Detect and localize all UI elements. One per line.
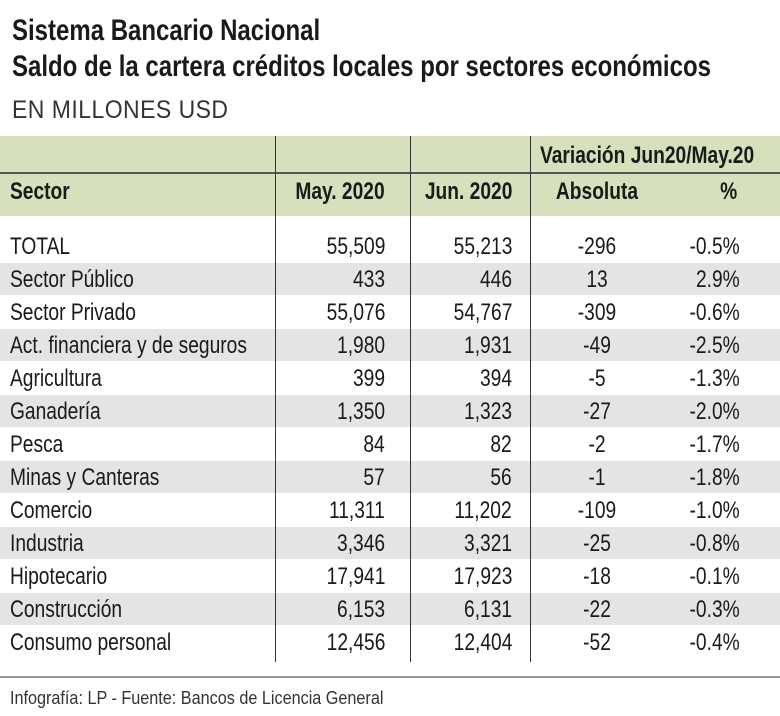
cell-jun-2020: 3,321 <box>463 530 512 557</box>
table-header <box>0 136 780 216</box>
cell-may-2020: 399 <box>352 365 385 392</box>
cell-absoluta: -22 <box>583 596 611 623</box>
cell-may-2020: 12,456 <box>326 629 385 656</box>
cell-sector: Pesca <box>10 431 64 458</box>
cell-jun-2020: 54,767 <box>453 299 512 326</box>
cell-sector: Consumo personal <box>10 629 172 656</box>
cell-sector: Agricultura <box>10 365 102 392</box>
col-header-percent: % <box>720 178 738 205</box>
column-divider <box>530 136 531 662</box>
cell-absoluta: -18 <box>583 563 611 590</box>
col-header-may: May. 2020 <box>295 178 385 205</box>
cell-absoluta: -1 <box>588 464 606 491</box>
cell-jun-2020: 11,202 <box>454 497 512 524</box>
table-row: Consumo personal 12,456 12,404 -52 -0.4% <box>0 626 780 658</box>
cell-may-2020: 3,346 <box>336 530 385 557</box>
cell-sector: Act. financiera y de seguros <box>10 332 247 359</box>
cell-jun-2020: 394 <box>479 365 512 392</box>
cell-percent: 2.9% <box>696 266 740 293</box>
table-row: TOTAL 55,509 55,213 -296 -0.5% <box>0 230 780 262</box>
cell-absoluta: -109 <box>577 497 617 524</box>
units-label: EN MILLONES USD <box>12 96 229 124</box>
footer-divider <box>0 676 780 678</box>
cell-absoluta: -27 <box>583 398 611 425</box>
col-header-sector: Sector <box>10 178 70 205</box>
cell-may-2020: 17,941 <box>326 563 385 590</box>
cell-sector: TOTAL <box>10 233 71 260</box>
cell-absoluta: -309 <box>577 299 617 326</box>
cell-percent: -0.6% <box>689 299 740 326</box>
table-row: Construcción 6,153 6,131 -22 -0.3% <box>0 593 780 625</box>
cell-absoluta: -49 <box>583 332 611 359</box>
cell-percent: -1.8% <box>689 464 740 491</box>
cell-percent: -0.1% <box>689 563 740 590</box>
cell-sector: Construcción <box>10 596 123 623</box>
table-row: Pesca 84 82 -2 -1.7% <box>0 428 780 460</box>
cell-sector: Ganadería <box>10 398 101 425</box>
cell-percent: -0.3% <box>689 596 740 623</box>
table-row: Ganadería 1,350 1,323 -27 -2.0% <box>0 395 780 427</box>
cell-jun-2020: 17,923 <box>453 563 512 590</box>
table-row: Agricultura 399 394 -5 -1.3% <box>0 362 780 394</box>
cell-absoluta: -2 <box>588 431 606 458</box>
cell-sector: Hipotecario <box>10 563 108 590</box>
cell-may-2020: 84 <box>363 431 385 458</box>
column-divider <box>410 136 411 662</box>
cell-jun-2020: 6,131 <box>463 596 512 623</box>
header-divider <box>0 172 780 174</box>
cell-may-2020: 57 <box>363 464 385 491</box>
cell-jun-2020: 82 <box>490 431 512 458</box>
table-row: Comercio 11,311 11,202 -109 -1.0% <box>0 494 780 526</box>
cell-percent: -0.4% <box>689 629 740 656</box>
cell-percent: -1.3% <box>689 365 740 392</box>
cell-percent: -0.8% <box>689 530 740 557</box>
table-row: Sector Público 433 446 13 2.9% <box>0 263 780 295</box>
cell-may-2020: 11,311 <box>329 497 385 524</box>
col-header-absoluta: Absoluta <box>555 178 639 205</box>
cell-may-2020: 1,350 <box>336 398 385 425</box>
table-row: Sector Privado 55,076 54,767 -309 -0.6% <box>0 296 780 328</box>
title: Sistema Bancario Nacional <box>12 14 321 47</box>
cell-may-2020: 55,509 <box>326 233 385 260</box>
table-row: Act. financiera y de seguros 1,980 1,931 -4… <box>0 329 780 361</box>
cell-sector: Sector Público <box>10 266 134 293</box>
cell-may-2020: 433 <box>352 266 385 293</box>
cell-percent: -1.0% <box>689 497 740 524</box>
cell-absoluta: -296 <box>577 233 617 260</box>
cell-may-2020: 6,153 <box>336 596 385 623</box>
cell-sector: Minas y Canteras <box>10 464 160 491</box>
cell-jun-2020: 55,213 <box>453 233 512 260</box>
cell-may-2020: 55,076 <box>326 299 385 326</box>
cell-percent: -2.0% <box>689 398 740 425</box>
subtitle: Saldo de la cartera créditos locales por… <box>12 50 711 83</box>
cell-sector: Sector Privado <box>10 299 136 326</box>
group-header: Variación Jun20/May.20 <box>540 142 755 169</box>
cell-absoluta: -25 <box>583 530 611 557</box>
cell-absoluta: -5 <box>588 365 606 392</box>
cell-sector: Industria <box>10 530 84 557</box>
cell-absoluta: 13 <box>586 266 608 293</box>
source-footer: Infografía: LP - Fuente: Bancos de Licen… <box>10 688 384 708</box>
cell-jun-2020: 12,404 <box>453 629 512 656</box>
cell-sector: Comercio <box>10 497 93 524</box>
cell-jun-2020: 56 <box>490 464 512 491</box>
cell-percent: -2.5% <box>689 332 740 359</box>
col-header-jun: Jun. 2020 <box>424 178 512 205</box>
cell-jun-2020: 446 <box>479 266 512 293</box>
cell-jun-2020: 1,323 <box>463 398 512 425</box>
cell-percent: -0.5% <box>689 233 740 260</box>
table-row: Hipotecario 17,941 17,923 -18 -0.1% <box>0 560 780 592</box>
cell-may-2020: 1,980 <box>336 332 385 359</box>
cell-absoluta: -52 <box>583 629 611 656</box>
cell-jun-2020: 1,931 <box>463 332 512 359</box>
column-divider <box>275 136 276 662</box>
table-row: Industria 3,346 3,321 -25 -0.8% <box>0 527 780 559</box>
cell-percent: -1.7% <box>689 431 740 458</box>
table-row: Minas y Canteras 57 56 -1 -1.8% <box>0 461 780 493</box>
